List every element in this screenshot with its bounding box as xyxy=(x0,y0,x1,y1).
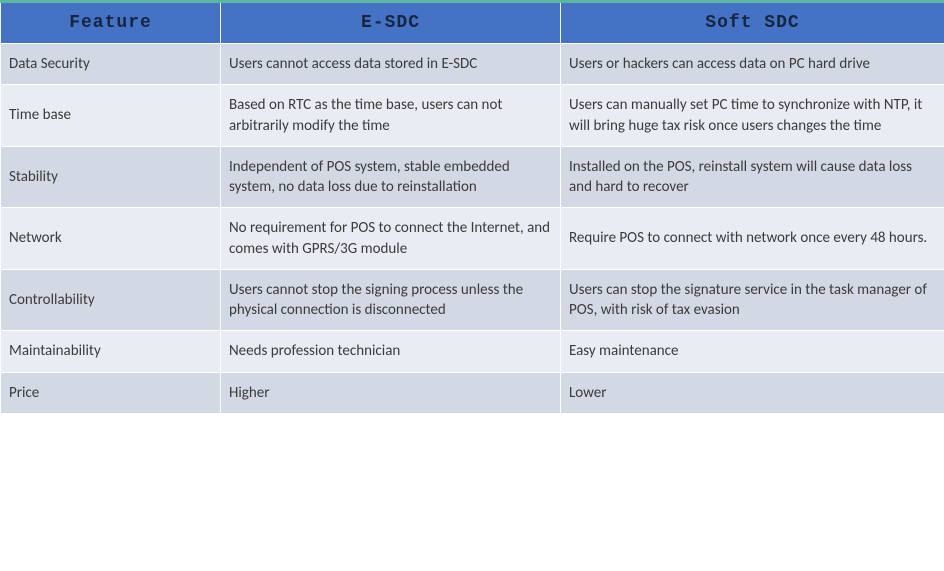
table-row: Price Higher Lower xyxy=(1,372,944,413)
cell-feature: Controllability xyxy=(1,269,221,331)
cell-feature: Data Security xyxy=(1,44,221,85)
cell-esdc: No requirement for POS to connect the In… xyxy=(221,208,561,270)
cell-feature: Time base xyxy=(1,85,221,147)
column-header-esdc: E-SDC xyxy=(221,2,561,44)
table-row: Controllability Users cannot stop the si… xyxy=(1,269,944,331)
table-row: Network No requirement for POS to connec… xyxy=(1,208,944,270)
table-body: Data Security Users cannot access data s… xyxy=(1,44,944,414)
cell-esdc: Based on RTC as the time base, users can… xyxy=(221,85,561,147)
cell-feature: Network xyxy=(1,208,221,270)
cell-esdc: Users cannot access data stored in E-SDC xyxy=(221,44,561,85)
cell-softsdc: Users can manually set PC time to synchr… xyxy=(561,85,944,147)
cell-softsdc: Users or hackers can access data on PC h… xyxy=(561,44,944,85)
table-row: Stability Independent of POS system, sta… xyxy=(1,146,944,208)
cell-softsdc: Installed on the POS, reinstall system w… xyxy=(561,146,944,208)
table-header-row: Feature E-SDC Soft SDC xyxy=(1,2,944,44)
cell-softsdc: Easy maintenance xyxy=(561,331,944,372)
cell-feature: Stability xyxy=(1,146,221,208)
table-row: Data Security Users cannot access data s… xyxy=(1,44,944,85)
cell-esdc: Independent of POS system, stable embedd… xyxy=(221,146,561,208)
table-row: Time base Based on RTC as the time base,… xyxy=(1,85,944,147)
column-header-softsdc: Soft SDC xyxy=(561,2,944,44)
comparison-table: Feature E-SDC Soft SDC Data Security Use… xyxy=(0,0,944,414)
column-header-feature: Feature xyxy=(1,2,221,44)
cell-feature: Price xyxy=(1,372,221,413)
cell-softsdc: Require POS to connect with network once… xyxy=(561,208,944,270)
cell-softsdc: Lower xyxy=(561,372,944,413)
cell-esdc: Users cannot stop the signing process un… xyxy=(221,269,561,331)
cell-feature: Maintainability xyxy=(1,331,221,372)
cell-softsdc: Users can stop the signature service in … xyxy=(561,269,944,331)
table-row: Maintainability Needs profession technic… xyxy=(1,331,944,372)
cell-esdc: Higher xyxy=(221,372,561,413)
cell-esdc: Needs profession technician xyxy=(221,331,561,372)
